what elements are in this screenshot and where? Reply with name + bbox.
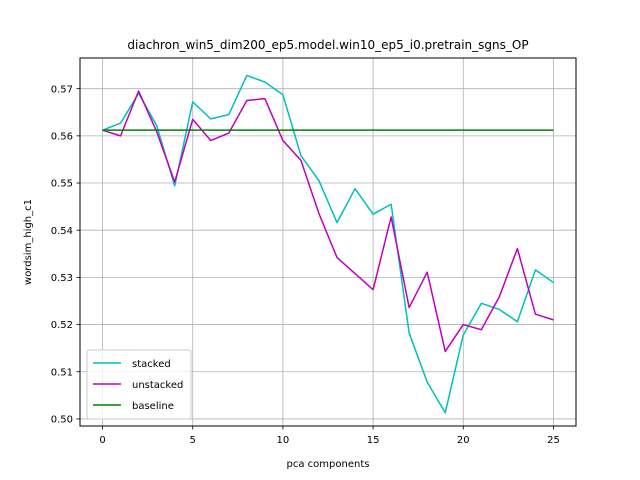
y-tick-label: 0.55 [51, 179, 73, 190]
x-tick-label: 25 [547, 435, 560, 446]
y-tick-label: 0.52 [51, 320, 73, 331]
chart-title: diachron_win5_dim200_ep5.model.win10_ep5… [127, 38, 528, 52]
axis-ticks: 0 5 10 15 20 25 0.50 0.51 0.52 0.53 0.54 0.55 0.56 0.… [51, 84, 560, 446]
legend-label-unstacked: unstacked [132, 380, 183, 391]
legend-label-baseline: baseline [132, 401, 174, 412]
y-tick-label: 0.50 [51, 415, 73, 426]
y-tick-label: 0.56 [51, 131, 73, 142]
series-lines [102, 74, 554, 414]
series-line-unstacked [102, 90, 554, 353]
x-tick-label: 5 [190, 435, 196, 446]
x-tick-label: 20 [457, 435, 470, 446]
legend-box [86, 349, 192, 420]
x-tick-label: 10 [277, 435, 290, 446]
y-tick-label: 0.53 [51, 273, 73, 284]
x-tick-label: 15 [367, 435, 380, 446]
y-tick-label: 0.51 [51, 367, 73, 378]
x-tick-label: 0 [99, 435, 105, 446]
y-tick-label: 0.57 [51, 84, 73, 95]
legend: stacked unstacked baseline [86, 349, 192, 420]
y-tick-label: 0.54 [51, 226, 73, 237]
plot-frame [79, 57, 577, 427]
y-axis-label: wordsim_high_c1 [23, 199, 34, 285]
legend-label-stacked: stacked [132, 359, 171, 370]
x-axis-label: pca components [287, 459, 370, 470]
